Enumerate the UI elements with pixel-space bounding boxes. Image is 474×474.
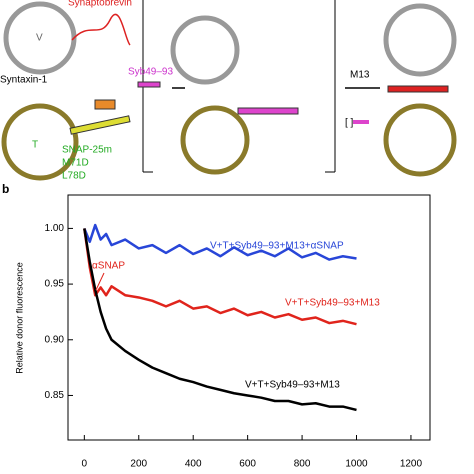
series-line <box>83 228 357 326</box>
series-label: V+T+Syb49–93+M13 <box>285 298 380 309</box>
label: Syntaxin-1 <box>0 75 48 86</box>
label: T <box>32 140 38 151</box>
x-tick-label: 1200 <box>400 459 423 470</box>
synaptobrevin <box>71 13 131 46</box>
x-tick-label: 200 <box>130 459 147 470</box>
syb-peptide <box>137 81 161 88</box>
released-peptide <box>353 120 369 124</box>
series-line <box>83 228 357 412</box>
plot-frame <box>67 194 431 441</box>
x-tick-label: 600 <box>239 459 256 470</box>
annotation-arrow <box>95 272 105 291</box>
x-tick-label: 1000 <box>345 459 368 470</box>
x-tick-label: 400 <box>185 459 202 470</box>
annotation: αSNAP <box>92 261 125 272</box>
y-tick-label: 0.85 <box>45 390 65 401</box>
label: Synaptobrevin <box>68 0 132 9</box>
series-label: V+T+Syb49–93+M13+αSNAP <box>210 241 344 252</box>
label: M71D <box>62 158 89 169</box>
label: Syb49–93 <box>128 67 173 78</box>
vesicle-t <box>180 105 250 175</box>
y-tick-label: 1.00 <box>45 223 65 234</box>
label: V <box>36 33 43 44</box>
habc <box>94 99 116 110</box>
vesicle-t <box>383 103 457 177</box>
label: L78D <box>62 171 86 182</box>
vesicle-v <box>383 3 457 77</box>
label: SNAP-25m <box>62 145 112 156</box>
series-label: V+T+Syb49–93+M13 <box>245 380 340 391</box>
y-axis-label: Relative donor fluorescence <box>14 262 24 374</box>
vesicle-v <box>170 15 240 85</box>
snare-complex <box>387 85 449 93</box>
y-tick-label: 0.90 <box>45 334 65 345</box>
y-tick-label: 0.95 <box>45 279 65 290</box>
snare-helix <box>69 115 131 135</box>
vesicle-t <box>1 103 79 181</box>
x-tick-label: 800 <box>294 459 311 470</box>
series-line <box>83 223 357 261</box>
panel-a: [ ] Synaptobrevin V Syntaxin-1 T SNAP-25… <box>0 0 457 182</box>
label: M13 <box>350 70 370 81</box>
x-tick-label: 0 <box>82 459 88 470</box>
syb-helix <box>237 107 299 115</box>
panel-label: b <box>2 182 9 196</box>
bracket: [ ] <box>345 118 354 129</box>
